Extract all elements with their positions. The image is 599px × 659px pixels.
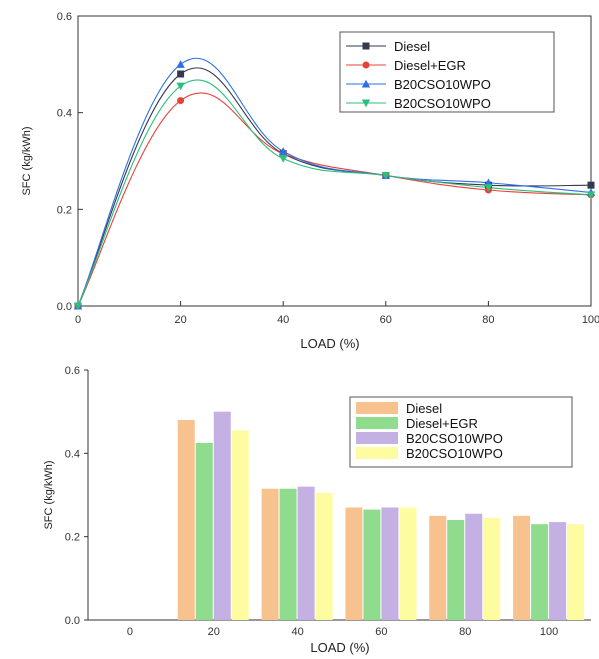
bar-legend-label: B20CSO10WPO [406, 446, 503, 461]
line-x-tick-label: 0 [75, 314, 81, 326]
line-y-tick-label: 0.2 [57, 204, 72, 216]
line-plot-frame [77, 15, 592, 307]
bar-y-tick-label: 0.4 [65, 448, 80, 460]
bar-y-tick-label: 0.6 [65, 365, 80, 377]
bar-rect [345, 507, 363, 620]
bar-x-tick-label: 80 [459, 626, 471, 638]
bar-legend-label: Diesel+EGR [406, 416, 478, 431]
bar-rect [549, 522, 567, 620]
bar-legend-swatch [356, 402, 398, 414]
bar-x-tick-label: 0 [127, 626, 133, 638]
bar-y-tick-label: 0.2 [65, 532, 80, 544]
line-x-tick-label: 20 [174, 314, 186, 326]
bar-rect [279, 488, 297, 620]
line-data-point [586, 191, 596, 200]
bar-x-tick-label: 100 [540, 626, 558, 638]
line-data-point [73, 302, 83, 311]
line-x-tick-label: 100 [582, 314, 599, 326]
bar-rect [465, 513, 483, 620]
bar-rect [531, 524, 549, 620]
bar-x-tick-label: 60 [375, 626, 387, 638]
bar-rect [177, 420, 195, 620]
line-chart: 0.0 0.2 0.4 0.6 0 20 40 60 80 100 LOAD (%) SFC (… [21, 11, 599, 351]
bar-rect [567, 524, 585, 620]
bar-x-tick-label: 20 [208, 626, 220, 638]
line-y-tick-label: 0.4 [57, 108, 72, 120]
line-x-tick-label: 80 [482, 314, 494, 326]
line-series-path [77, 79, 592, 307]
bar-legend-label: Diesel [406, 401, 442, 416]
bar-rect [447, 520, 465, 620]
line-data-point [177, 97, 185, 105]
bar-rect [399, 507, 417, 620]
bar-rect [483, 517, 501, 620]
bar-rect [297, 486, 315, 620]
bar-rect [195, 442, 213, 620]
line-data-point [587, 181, 595, 189]
bar-rect [381, 507, 399, 620]
line-data-point [279, 155, 288, 163]
line-x-tick-label: 40 [277, 314, 289, 326]
line-data-point [176, 60, 185, 68]
line-y-tick-label: 0.6 [57, 11, 72, 23]
line-legend-marker [362, 61, 370, 69]
bar-rect [261, 488, 279, 620]
line-legend: Diesel Diesel+EGR B20CSO10WPO B20CSO10WPO [339, 31, 555, 113]
line-data-point [177, 70, 185, 78]
line-legend-marker [361, 79, 371, 88]
bar-chart: 0.0 0.2 0.4 0.6 0 20 40 60 80 100 LOAD (%) SFC (… [43, 365, 591, 655]
bar-legend-label: B20CSO10WPO [406, 431, 503, 446]
bar-y-tick-label: 0.0 [65, 615, 80, 627]
bar-legend-swatch [356, 432, 398, 444]
line-legend-label: B20CSO10WPO [394, 96, 491, 111]
bar-y-axis-label: SFC (kg/kWh) [43, 460, 55, 529]
line-series-path [77, 92, 592, 307]
line-data-point [484, 184, 493, 192]
bar-rect [315, 492, 333, 620]
line-legend-marker [362, 42, 370, 50]
bar-x-axis-label: LOAD (%) [310, 640, 369, 655]
bar-rect [513, 515, 531, 620]
line-y-axis-label: SFC (kg/kWh) [21, 126, 33, 195]
bar-rect [213, 411, 231, 620]
line-data-point [279, 147, 288, 155]
bar-rect [363, 509, 381, 620]
line-data-point [381, 172, 390, 180]
line-legend-marker [361, 99, 371, 108]
line-y-tick-label: 0.0 [57, 301, 72, 313]
bar-rect [429, 515, 447, 620]
line-legend-label: Diesel+EGR [394, 58, 466, 73]
line-legend-box [339, 31, 555, 113]
bar-legend-swatch [356, 447, 398, 459]
bar-legend-swatch [356, 417, 398, 429]
line-data-point [176, 82, 185, 91]
line-legend-label: Diesel [394, 39, 430, 54]
line-legend-label: B20CSO10WPO [394, 77, 491, 92]
line-x-axis-label: LOAD (%) [300, 336, 359, 351]
bar-rect [231, 430, 249, 620]
bar-x-tick-label: 40 [291, 626, 303, 638]
line-x-tick-label: 60 [380, 314, 392, 326]
